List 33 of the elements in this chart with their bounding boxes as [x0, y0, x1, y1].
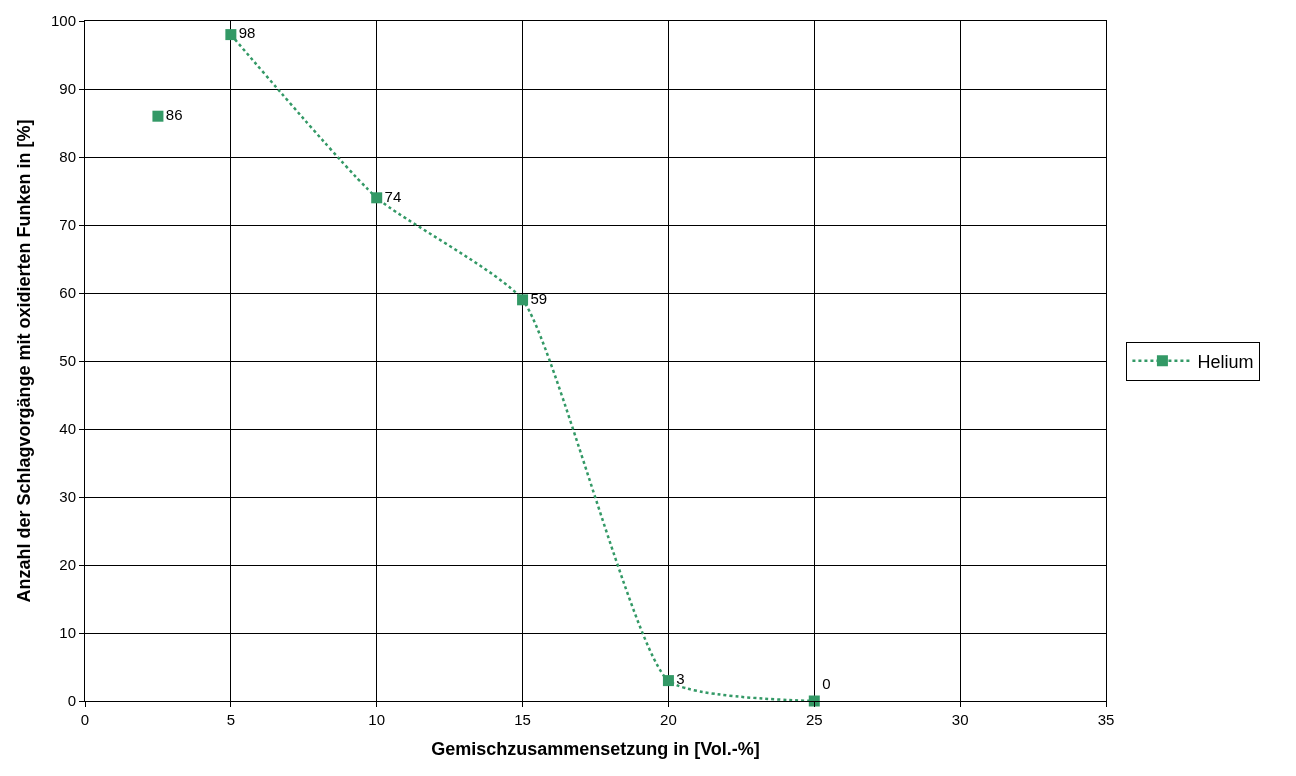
data-label: 74 [384, 187, 402, 205]
y-tick-label: 20 [59, 556, 76, 574]
x-tick-label: 0 [80, 711, 90, 728]
x-tick-label: 25 [805, 711, 823, 728]
legend-label: Helium [1197, 351, 1254, 372]
x-tick-label: 30 [951, 711, 969, 728]
x-tick-label: 10 [368, 711, 386, 728]
y-tick-label: 60 [59, 284, 76, 302]
data-label: 0 [822, 675, 831, 693]
point [371, 192, 383, 204]
point [225, 29, 237, 41]
y-tick-label: 30 [59, 488, 76, 506]
data-label: 3 [676, 670, 685, 688]
y-axis-title: Anzahl der Schlagvorgänge mit oxidierten Funken in [%] [14, 119, 35, 603]
x-tick-label: 35 [1097, 711, 1115, 728]
point [517, 294, 529, 306]
x-axis-title: Gemischzusammensetzung in [Vol.-%] [431, 739, 760, 760]
y-tick-label: 100 [50, 12, 76, 30]
y-tick-label: 10 [59, 624, 76, 642]
y-tick-label: 80 [59, 148, 76, 166]
y-tick-label: 50 [59, 352, 76, 370]
point [152, 110, 164, 122]
y-tick-label: 70 [59, 216, 76, 234]
y-tick-label: 40 [59, 420, 76, 438]
x-tick-label: 15 [514, 711, 531, 728]
y-tick-label: 0 [67, 692, 76, 710]
data-label: 59 [530, 289, 548, 307]
data-label: 86 [165, 105, 183, 123]
x-tick-label: 20 [660, 711, 677, 728]
y-tick-label: 90 [59, 80, 76, 98]
data-label: 98 [238, 24, 256, 42]
x-tick-label: 5 [226, 711, 236, 728]
point [662, 675, 674, 687]
